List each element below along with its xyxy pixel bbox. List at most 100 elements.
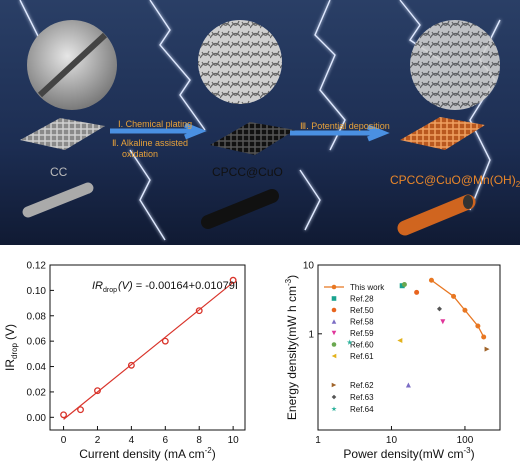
annotation: IRdrop(V) = -0.00164+0.01079I — [92, 280, 238, 294]
y-tick-label: 0.10 — [27, 286, 47, 297]
annotation-part: + — [189, 280, 195, 292]
legend-label: Ref.61 — [350, 352, 374, 361]
lightning — [19, 0, 501, 241]
y-tick-label: 1 — [308, 329, 314, 340]
legend-label: Ref.60 — [350, 341, 374, 350]
y-tick-label: 10 — [303, 261, 315, 272]
annotation-part: IR — [92, 280, 103, 292]
label-sub: 2 — [516, 180, 520, 189]
y-tick-label: 0.00 — [27, 413, 47, 424]
y-axis-label: IRdrop (V) — [3, 324, 19, 371]
annotation-part: -0.00164 — [145, 280, 188, 292]
legend-marker — [331, 284, 337, 290]
arrow — [110, 122, 207, 140]
cylinder-cpcc — [201, 189, 279, 229]
legend-label: Ref.50 — [350, 306, 374, 315]
x-tick-label: 100 — [457, 435, 474, 446]
label-end: ) — [471, 447, 475, 461]
plot-frame — [49, 264, 246, 431]
data-point — [161, 337, 169, 345]
fit-line — [63, 281, 234, 420]
data-point — [462, 307, 468, 313]
label-main: IR — [3, 359, 17, 371]
legend-marker — [331, 406, 337, 412]
data-point — [428, 277, 434, 283]
data-point — [94, 387, 101, 395]
legend-marker — [331, 382, 337, 388]
label-main: Energy density(mW h cm — [285, 286, 299, 420]
step-label: Ⅰ. Chemical plating — [118, 119, 192, 129]
y-tick-label: 0.06 — [27, 337, 47, 348]
annotation-part: 0.01079 — [195, 280, 235, 292]
x-tick-label: 6 — [163, 435, 169, 446]
x-tick-label: 0 — [61, 435, 67, 446]
label-end: ) — [212, 447, 216, 461]
label-main: Power density(mW cm — [343, 447, 463, 461]
step-label: Ⅲ. Potential deposition — [300, 121, 390, 131]
data-point — [481, 334, 487, 340]
data-point — [127, 361, 135, 369]
data-point — [436, 306, 442, 312]
legend-label: Ref.28 — [350, 295, 374, 304]
data-point — [484, 346, 490, 352]
label-unit: (V) — [3, 324, 17, 340]
legend-marker — [331, 307, 337, 313]
data-point — [60, 411, 68, 419]
x-tick-label: 8 — [196, 435, 202, 446]
y-tick-label: 0.02 — [27, 387, 47, 398]
cylinder-end — [463, 195, 473, 209]
x-tick-label: 1 — [315, 435, 321, 446]
data-point — [401, 282, 407, 288]
x-tick-label: 4 — [129, 435, 135, 446]
data-point — [414, 289, 420, 295]
annotation-part: drop — [103, 287, 117, 294]
step-label: Ⅱ. Alkaline assisted — [112, 138, 188, 148]
plot-frame — [317, 264, 501, 431]
label-end: ) — [285, 275, 299, 279]
cylinder-mnoh — [397, 194, 476, 236]
x-tick-label: 2 — [95, 435, 101, 446]
y-tick-label: 0.04 — [27, 362, 47, 373]
data-point — [440, 319, 446, 325]
data-point — [397, 337, 403, 343]
label-main: Current density (mA cm — [79, 447, 204, 461]
data-point — [475, 323, 481, 329]
schematic: Ⅰ. Chemical plating Ⅱ. Alkaline assisted… — [0, 0, 520, 245]
label-sup: -2 — [205, 446, 213, 455]
sample-label: CPCC@CuO — [212, 165, 283, 179]
label-main: CPCC@CuO@Mn(OH) — [390, 173, 516, 187]
sem-image-mnoh — [410, 20, 500, 110]
fiber — [37, 32, 108, 98]
sample-label: CPCC@CuO@Mn(OH)2 — [390, 173, 520, 189]
data-point — [77, 406, 84, 414]
annotation-part: I — [235, 280, 238, 292]
x-axis-label: Power density(mW cm-3) — [343, 446, 474, 461]
data-point — [195, 307, 203, 315]
legend-label: Ref.58 — [350, 318, 374, 327]
legend-marker — [331, 296, 337, 301]
legend-marker — [331, 330, 337, 336]
y-axis-label: Energy density(mW h cm-3) — [284, 275, 299, 420]
label-sup: -3 — [284, 278, 293, 286]
data-point — [451, 293, 457, 299]
label-sub: drop — [10, 342, 19, 359]
sample-label: CC — [50, 165, 68, 179]
legend-label: Ref.64 — [350, 405, 374, 414]
data-point — [346, 339, 353, 345]
annotation-part: (V) — [118, 280, 133, 292]
legend-marker — [331, 394, 337, 400]
fabric-cc — [20, 118, 105, 150]
x-tick-label: 10 — [386, 435, 398, 446]
legend-marker — [331, 319, 337, 324]
sem-image-cuo — [198, 20, 282, 104]
y-tick-label: 0.12 — [27, 261, 47, 272]
label-sup: -3 — [463, 446, 471, 455]
y-tick-label: 0.08 — [27, 311, 47, 322]
x-tick-label: 10 — [228, 435, 240, 446]
fabric-cpcc — [210, 122, 295, 155]
legend-label: Ref.63 — [350, 393, 374, 402]
legend-marker — [331, 342, 337, 347]
fabric-mnoh — [400, 117, 485, 150]
